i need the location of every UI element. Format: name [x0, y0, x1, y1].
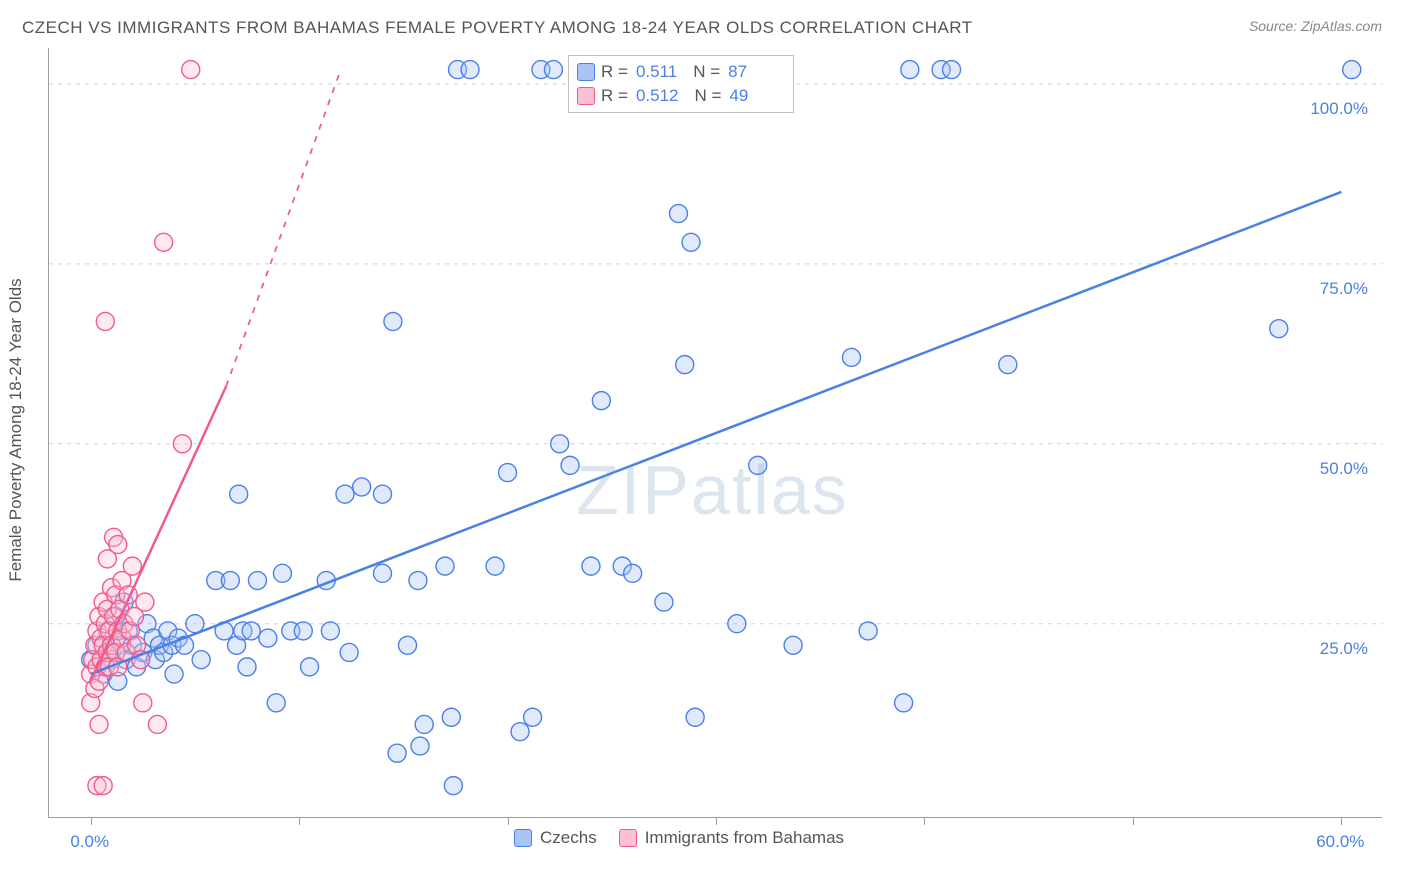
- legend-n-value: 49: [729, 84, 748, 108]
- x-tick: [508, 817, 509, 825]
- y-tick-label: 25.0%: [1320, 639, 1368, 659]
- chart-title: CZECH VS IMMIGRANTS FROM BAHAMAS FEMALE …: [22, 18, 973, 38]
- source-attribution: Source: ZipAtlas.com: [1249, 18, 1382, 34]
- series-legend-item: Immigrants from Bahamas: [619, 828, 844, 848]
- legend-n-label: N =: [694, 84, 721, 108]
- trend-layer: [49, 48, 1382, 817]
- correlation-legend: R = 0.511 N = 87 R = 0.512 N = 49: [568, 55, 794, 113]
- x-tick: [1341, 817, 1342, 825]
- legend-swatch: [577, 87, 595, 105]
- plot-area: ZIPatlas 25.0%50.0%75.0%100.0%: [48, 48, 1382, 818]
- x-tick: [716, 817, 717, 825]
- series-label: Czechs: [540, 828, 597, 848]
- x-tick: [299, 817, 300, 825]
- series-legend-item: Czechs: [514, 828, 597, 848]
- y-tick-label: 50.0%: [1320, 459, 1368, 479]
- x-tick-label: 60.0%: [1316, 832, 1364, 852]
- trend-line: [91, 386, 226, 681]
- legend-r-value: 0.511: [636, 60, 677, 84]
- series-legend: Czechs Immigrants from Bahamas: [514, 828, 844, 848]
- legend-swatch: [514, 829, 532, 847]
- y-tick-label: 75.0%: [1320, 279, 1368, 299]
- legend-row: R = 0.512 N = 49: [577, 84, 785, 108]
- legend-swatch: [577, 63, 595, 81]
- x-tick: [91, 817, 92, 825]
- x-tick-label: 0.0%: [70, 832, 109, 852]
- legend-r-value: 0.512: [636, 84, 679, 108]
- trend-line-extrapolated: [226, 70, 341, 387]
- legend-swatch: [619, 829, 637, 847]
- legend-r-label: R =: [601, 60, 628, 84]
- x-tick: [1133, 817, 1134, 825]
- legend-n-label: N =: [693, 60, 720, 84]
- series-label: Immigrants from Bahamas: [645, 828, 844, 848]
- x-tick: [924, 817, 925, 825]
- legend-r-label: R =: [601, 84, 628, 108]
- y-axis-label: Female Poverty Among 18-24 Year Olds: [6, 180, 26, 680]
- legend-row: R = 0.511 N = 87: [577, 60, 785, 84]
- y-tick-label: 100.0%: [1310, 99, 1368, 119]
- legend-n-value: 87: [728, 60, 747, 84]
- trend-line: [91, 192, 1342, 674]
